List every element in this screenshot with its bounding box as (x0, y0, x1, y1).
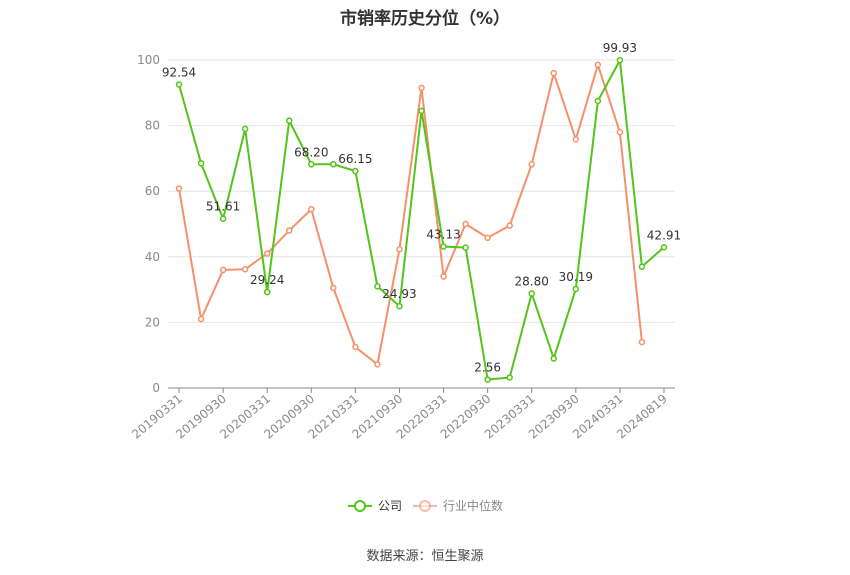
data-point-company[interactable] (308, 161, 315, 168)
data-point-industry[interactable] (197, 315, 205, 323)
data-label: 30.19 (559, 270, 593, 284)
y-tick-label: 0 (152, 381, 160, 395)
data-label: 29.24 (250, 273, 284, 287)
data-point-company[interactable] (263, 288, 271, 296)
data-point-industry[interactable] (330, 284, 337, 292)
data-label: 92.54 (162, 65, 196, 79)
data-point-company[interactable] (219, 215, 227, 222)
data-label: 28.80 (515, 275, 549, 289)
data-point-industry[interactable] (219, 266, 227, 274)
data-label: 24.93 (382, 287, 416, 301)
data-point-company[interactable] (462, 244, 469, 251)
data-label: 51.61 (206, 200, 240, 214)
data-point-industry[interactable] (550, 69, 558, 77)
y-tick-label: 40 (145, 250, 160, 264)
y-tick-label: 60 (145, 184, 160, 198)
y-tick-label: 20 (145, 315, 160, 329)
data-point-company[interactable] (374, 283, 381, 290)
series-line-industry (178, 61, 643, 367)
data-point-industry[interactable] (285, 227, 293, 234)
data-point-company[interactable] (241, 125, 249, 133)
data-point-industry[interactable] (462, 220, 469, 228)
legend-label-company: 公司 (378, 499, 402, 513)
data-point-company[interactable] (352, 167, 359, 175)
data-point-company[interactable] (197, 160, 205, 167)
legend-label-industry: 行业中位数 (443, 498, 503, 513)
data-point-industry[interactable] (528, 161, 535, 168)
legend-item-industry[interactable]: 行业中位数 (413, 498, 503, 513)
data-point-industry[interactable] (594, 61, 602, 69)
data-label: 99.93 (603, 41, 637, 55)
data-point-industry[interactable] (263, 250, 271, 257)
data-point-company[interactable] (594, 97, 602, 105)
data-point-industry[interactable] (638, 338, 646, 346)
data-point-industry[interactable] (506, 222, 513, 229)
data-point-industry[interactable] (418, 84, 425, 92)
data-label: 66.15 (338, 152, 372, 166)
y-tick-label: 100 (137, 53, 160, 67)
legend-item-company[interactable]: 公司 (348, 499, 402, 513)
data-point-company[interactable] (528, 290, 535, 297)
data-source: 数据来源：恒生聚源 (366, 549, 484, 564)
data-point-industry[interactable] (374, 361, 381, 368)
data-point-industry[interactable] (572, 136, 580, 143)
data-point-industry[interactable] (352, 343, 359, 351)
data-point-company[interactable] (638, 263, 646, 270)
data-point-company[interactable] (396, 302, 403, 310)
data-point-industry[interactable] (175, 185, 183, 192)
gridlines (168, 59, 675, 323)
data-point-company[interactable] (330, 161, 337, 168)
data-point-industry[interactable] (616, 128, 624, 136)
data-point-industry[interactable] (308, 205, 315, 213)
data-point-industry[interactable] (396, 246, 403, 253)
data-point-company[interactable] (285, 117, 293, 124)
series-points (175, 56, 668, 383)
data-label: 42.91 (647, 228, 681, 242)
data-point-company[interactable] (440, 243, 447, 250)
legend-marker-industry (419, 500, 431, 512)
data-point-company[interactable] (418, 107, 425, 115)
data-point-industry[interactable] (241, 266, 249, 273)
legend-marker-company (354, 500, 366, 512)
data-point-industry[interactable] (440, 273, 447, 280)
data-point-company[interactable] (660, 244, 668, 251)
data-point-industry[interactable] (484, 234, 491, 242)
chart-title: 市销率历史分位（%） (339, 9, 511, 29)
data-label: 68.20 (294, 145, 328, 159)
data-point-company[interactable] (484, 376, 491, 383)
data-point-company[interactable] (550, 355, 558, 362)
data-point-company[interactable] (506, 374, 513, 381)
data-point-company[interactable] (175, 81, 183, 88)
data-labels: 92.54 51.61 29.24 68.20 66.15 24.93 43.13 2.56 2… (162, 41, 681, 374)
data-label: 43.13 (426, 228, 460, 242)
data-label: 2.56 (474, 361, 501, 375)
data-point-company[interactable] (572, 285, 580, 293)
data-point-company[interactable] (616, 56, 624, 64)
y-tick-label: 80 (145, 119, 160, 133)
axes: 0204060801002019033120190930202003312020… (129, 53, 675, 442)
legend[interactable]: 公司 行业中位数 (348, 498, 503, 513)
